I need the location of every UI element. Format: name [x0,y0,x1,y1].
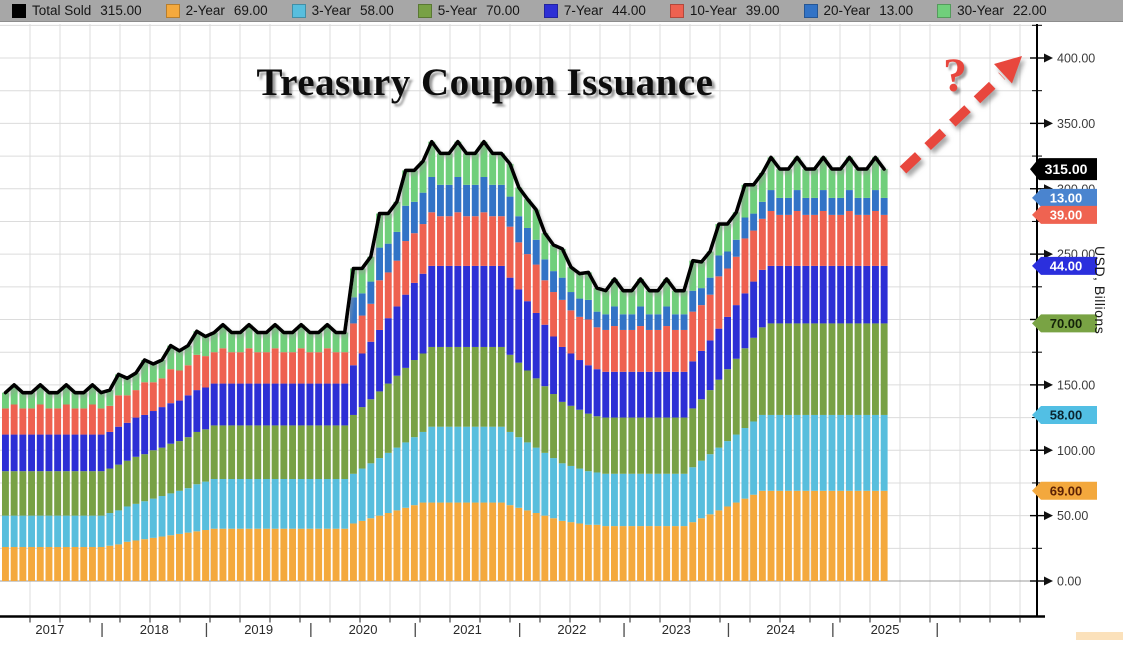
legend-chip [803,3,818,18]
axis-tag-label: 315.00 [1045,161,1088,177]
year-label-2021: 2021 [453,622,482,637]
bars-10-year [2,210,888,435]
year-label-2017: 2017 [35,622,64,637]
legend-item-2-year: 2-Year 69.00 [165,3,268,18]
tick-arrow-icon [1044,380,1053,390]
y-axis-title: USD, Billions [1092,246,1108,335]
axis-tag-13.00 [1032,188,1097,207]
stacked-bars [2,141,888,582]
legend-value: 22.00 [1012,3,1047,18]
year-label-2024: 2024 [766,622,795,637]
bars-2-year [2,490,888,582]
y-axis-ticks: 0.0050.00100.00150.00200.00250.00300.003… [1030,24,1095,589]
legend-label: 3-Year [311,3,351,18]
legend-item-10-year: 10-Year 39.00 [669,3,780,18]
tick-arrow-icon [1044,249,1053,259]
tick-arrow-icon [1044,118,1053,128]
legend-item-20-year: 20-Year 13.00 [803,3,914,18]
chart-title: Treasury Coupon Issuance [256,61,714,104]
total-line [3,139,886,395]
legend-item-3-year: 3-Year 58.00 [291,3,394,18]
bars-5-year [2,323,888,516]
legend-item-30-year: 30-Year 22.00 [937,3,1047,18]
bars-7-year [2,265,888,472]
legend-value: 70.00 [486,3,520,18]
legend-label: 20-Year [823,3,871,18]
y-tick-label: 50.00 [1057,509,1088,523]
legend-chip [417,3,432,18]
tick-arrow-icon [1044,445,1053,455]
tick-arrow-icon [1044,53,1053,63]
bars-20-year [350,176,888,330]
axis-tag-label: 58.00 [1050,407,1083,422]
legend-bar: Total Sold 315.00 2-Year 69.00 3-Year 58.00 5-… [0,0,1123,22]
year-label-2025: 2025 [871,622,900,637]
legend-label: 10-Year [689,3,737,18]
legend-chip [669,3,684,18]
axis-tag-label: 39.00 [1050,207,1083,222]
tick-arrow-icon [1044,511,1053,521]
legend-label: 2-Year [185,3,225,18]
axis-tag-label: 44.00 [1050,258,1083,273]
legend-label: 30-Year [957,3,1004,18]
legend-item-5-year: 5-Year 70.00 [417,3,520,18]
legend-chip [291,3,306,18]
axis-value-tags: 315.00 13.00 39.00 44.00 70.00 58.00 69.00 [1030,158,1097,500]
y-tick-label: 350.00 [1057,117,1095,131]
y-tick-label: 150.00 [1057,378,1095,392]
tick-arrow-icon [1044,576,1053,586]
y-tick-label: 0.00 [1057,575,1081,589]
axis-tag-315.00 [1030,158,1097,181]
legend-label: Total Sold [32,3,92,18]
year-label-2023: 2023 [662,622,691,637]
bars-3-year [2,414,888,548]
axis-tag-69.00 [1032,481,1097,500]
watermark-smudge [1076,632,1123,640]
axis-tag-label: 70.00 [1050,316,1083,331]
year-label-2018: 2018 [140,622,169,637]
question-mark-annotation: ? [943,49,967,102]
axis-tag-39.00 [1032,205,1097,224]
trend-arrow [899,56,1022,174]
y-tick-label: 400.00 [1057,52,1095,66]
year-label-2019: 2019 [244,622,273,637]
legend-value: 58.00 [359,3,394,18]
legend-value: 69.00 [233,3,268,18]
axis-tag-label: 69.00 [1050,483,1083,498]
bars-30-year [2,141,888,409]
year-label-2020: 2020 [349,622,378,637]
x-axis-ticks: 2017 2018 2019 2020 2021 2022 2023 2024 2025 [29,616,1021,637]
arrow-head-icon [994,56,1022,84]
axis-tag-label: 13.00 [1050,190,1083,205]
legend-value: 315.00 [100,3,142,18]
axis-tag-44.00 [1032,256,1097,275]
legend-label: 5-Year [437,3,478,18]
y-tick-label: 100.00 [1057,444,1095,458]
legend-value: 13.00 [879,3,914,18]
axis-tag-70.00 [1032,314,1097,333]
legend-item-total-sold: Total Sold 315.00 [12,3,142,18]
legend-chip [12,3,26,18]
axis-tag-58.00 [1032,405,1097,424]
legend-value: 44.00 [612,3,646,18]
legend-chip [543,3,558,18]
legend-chip [937,3,952,18]
legend-item-7-year: 7-Year 44.00 [543,3,646,18]
legend-chip [165,3,180,18]
year-label-2022: 2022 [557,622,586,637]
legend-label: 7-Year [563,3,604,18]
legend-value: 39.00 [745,3,780,18]
